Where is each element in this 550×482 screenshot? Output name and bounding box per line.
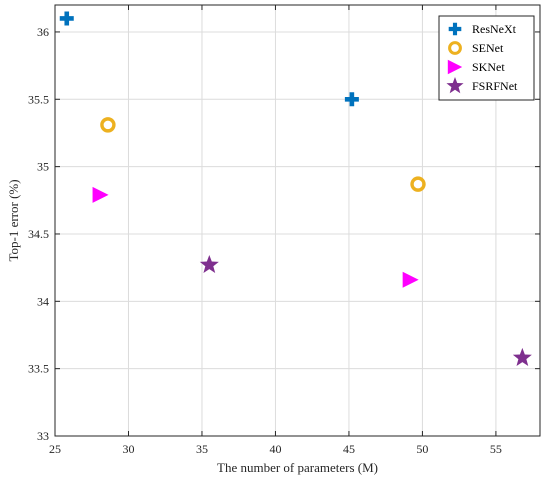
legend-label: FSRFNet <box>472 79 518 93</box>
x-tick-label: 50 <box>416 442 428 456</box>
legend-label: ResNeXt <box>472 22 517 36</box>
resnext-point <box>344 92 359 107</box>
sknet-point <box>402 271 419 288</box>
fsrfnet-point <box>512 347 532 366</box>
senet-point <box>410 176 426 192</box>
y-tick-label: 35.5 <box>28 92 49 106</box>
y-tick-label: 33 <box>37 429 49 443</box>
x-tick-label: 40 <box>269 442 281 456</box>
legend-marker-sknet <box>447 59 463 75</box>
legend-label: SKNet <box>472 60 505 74</box>
x-tick-label: 55 <box>490 442 502 456</box>
tick-layer: 25 30 35 40 45 50 55 33 33.5 34 34.5 35 35.5 36 <box>28 5 540 456</box>
senet-point <box>100 117 116 133</box>
data-points <box>59 11 532 366</box>
y-axis-label: Top-1 error (%) <box>6 179 21 261</box>
y-tick-label: 36 <box>37 25 49 39</box>
x-tick-label: 25 <box>49 442 61 456</box>
y-tick-label: 34 <box>37 294 49 308</box>
legend-label: SENet <box>472 41 504 55</box>
legend-marker-fsrfnet <box>446 77 464 94</box>
x-tick-label: 45 <box>343 442 355 456</box>
y-tick-label: 35 <box>37 160 49 174</box>
plot-frame <box>54 4 541 437</box>
legend: ResNeXt SENet SKNet FSRFNet <box>438 15 535 101</box>
fsrfnet-point <box>199 254 219 274</box>
x-axis-label: The number of parameters (M) <box>217 460 378 475</box>
y-tick-label: 33.5 <box>28 362 49 376</box>
resnext-point <box>59 11 74 26</box>
y-tick-label: 34.5 <box>28 227 49 241</box>
x-tick-label: 30 <box>122 442 134 456</box>
legend-marker-resnext <box>448 22 462 36</box>
sknet-point <box>92 186 109 203</box>
legend-marker-senet <box>448 41 462 55</box>
x-tick-label: 35 <box>196 442 208 456</box>
